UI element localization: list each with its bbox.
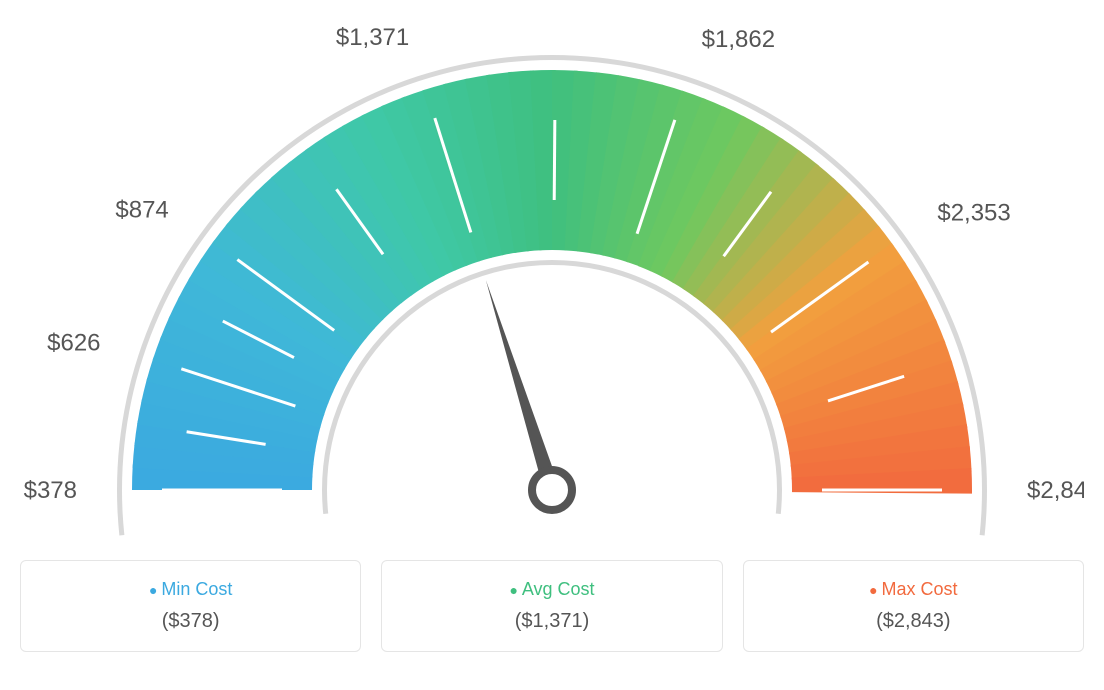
avg-cost-card: Avg Cost ($1,371): [381, 560, 722, 652]
max-cost-value: ($2,843): [764, 610, 1063, 633]
svg-text:$874: $874: [115, 196, 168, 223]
avg-cost-label: Avg Cost: [402, 579, 701, 600]
svg-text:$2,353: $2,353: [937, 199, 1010, 226]
cost-gauge: $378 $626 $874 $1,371 $1,862 $2,353 $2,843: [20, 20, 1084, 540]
summary-cards: Min Cost ($378) Avg Cost ($1,371) Max Co…: [20, 560, 1084, 652]
svg-text:$1,862: $1,862: [702, 26, 775, 53]
svg-text:$378: $378: [24, 477, 77, 504]
min-cost-value: ($378): [41, 610, 340, 633]
min-cost-label: Min Cost: [41, 579, 340, 600]
svg-text:$1,371: $1,371: [336, 24, 409, 51]
avg-cost-value: ($1,371): [402, 610, 701, 633]
max-cost-label: Max Cost: [764, 579, 1063, 600]
svg-text:$626: $626: [47, 329, 100, 356]
svg-text:$2,843: $2,843: [1027, 477, 1084, 504]
max-cost-card: Max Cost ($2,843): [743, 560, 1084, 652]
min-cost-card: Min Cost ($378): [20, 560, 361, 652]
